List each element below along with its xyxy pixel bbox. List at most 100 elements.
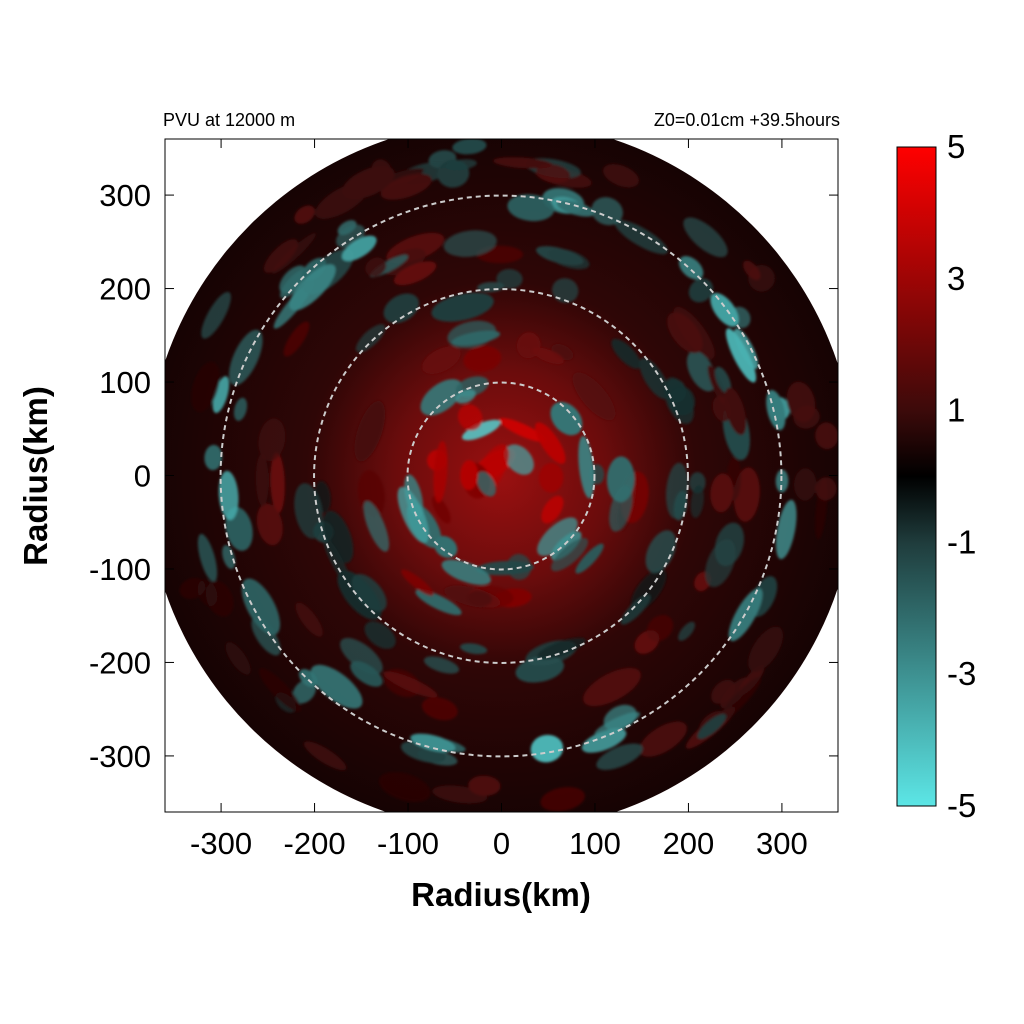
field-patch [383, 293, 420, 324]
field-patch [532, 347, 564, 365]
field-patch [179, 577, 206, 600]
y-axis-label: Radius(km) [17, 386, 54, 566]
field-patch [534, 422, 566, 464]
field-patch [259, 668, 302, 712]
x-tick-label: -200 [284, 826, 346, 861]
field-patch [639, 357, 670, 400]
y-tick-label: -100 [89, 552, 151, 587]
colorbar-tick-label: 1 [947, 392, 965, 429]
field-patch [815, 422, 838, 450]
field-patch [270, 452, 285, 514]
field-patch [197, 533, 218, 582]
field-patch [493, 157, 553, 169]
field-patch [256, 503, 283, 546]
field-patch [463, 346, 502, 372]
field-patch [355, 324, 386, 353]
field-patch [421, 697, 458, 721]
field-patch [550, 531, 582, 561]
field-patch [575, 543, 604, 574]
field-patch [431, 495, 451, 524]
field-patch [452, 139, 487, 155]
field-patch [591, 197, 623, 226]
x-tick-label: 0 [493, 826, 510, 861]
field-patch [620, 594, 651, 625]
field-patch [460, 460, 479, 491]
field-patch [258, 418, 286, 462]
reference-circle [219, 194, 783, 758]
plot-area [165, 139, 838, 812]
field-patch [710, 473, 734, 513]
y-tick-label: 0 [134, 459, 151, 494]
field-patch [350, 661, 383, 687]
colorbar-ticks: 5 3 1 -1 -3 -5 [947, 128, 976, 824]
field-patch [611, 338, 642, 369]
field-patch [393, 261, 437, 286]
field-patch [725, 328, 757, 383]
field-patch [678, 621, 696, 641]
field-patch [683, 217, 728, 258]
field-patch [401, 569, 434, 596]
field-patch [301, 257, 327, 281]
field-patch [678, 256, 704, 280]
field-patch [457, 404, 483, 431]
field-patch [289, 264, 336, 311]
field-patch [793, 468, 817, 501]
field-patch [323, 510, 354, 564]
field-patch [504, 444, 534, 475]
field-patch [233, 397, 248, 421]
field-patch [496, 268, 523, 289]
field-patch [606, 456, 635, 503]
field-patch [364, 621, 396, 649]
field-patch [295, 602, 323, 637]
field-patch [380, 173, 432, 200]
field-patch [547, 248, 590, 270]
y-tick-label: -300 [89, 739, 151, 774]
chart-title-left: PVU at 12000 m [163, 110, 295, 130]
field-patch [686, 350, 717, 392]
field-patch [340, 637, 383, 675]
field-patch [251, 617, 281, 656]
x-axis-label: Radius(km) [411, 876, 591, 913]
reference-circles [219, 194, 783, 758]
y-tick-label: 300 [99, 178, 151, 213]
field-patch [775, 499, 797, 560]
colorbar-tick-label: -1 [947, 523, 976, 560]
field-patch [212, 376, 230, 414]
field-patch [205, 580, 234, 617]
field-patch [222, 545, 236, 569]
field-patch [218, 470, 239, 521]
field-patch [507, 194, 555, 222]
field-patch [225, 641, 251, 675]
field-patch [397, 486, 429, 544]
field-patch [499, 418, 546, 442]
x-tick-label: 200 [663, 826, 715, 861]
colorbar-tick-label: -3 [947, 655, 976, 692]
field-patch [445, 159, 477, 171]
field-patch [415, 589, 462, 616]
field-patch [294, 483, 323, 539]
y-tick-label: -200 [89, 645, 151, 680]
field-patch [594, 711, 641, 736]
x-tick-label: -300 [190, 826, 252, 861]
field-patch [383, 671, 438, 698]
field-patch [538, 462, 564, 493]
field-patch [421, 346, 461, 375]
field-patch [365, 257, 387, 277]
field-patch [786, 381, 816, 423]
field-patch [263, 238, 298, 274]
field-patch [241, 578, 281, 636]
field-patch [572, 372, 616, 421]
field-patch [690, 485, 704, 518]
field-patch [550, 401, 583, 436]
field-patch [420, 379, 463, 416]
field-patch [283, 321, 310, 357]
field-patch [363, 501, 390, 552]
field-patch [303, 741, 347, 771]
field-patch [596, 743, 643, 770]
field-patch [433, 440, 448, 503]
field-patch [541, 495, 564, 524]
field-patch [734, 328, 759, 369]
field-patch [423, 656, 460, 674]
field-patch [201, 291, 231, 339]
colorbar-tick-label: -5 [947, 787, 976, 824]
